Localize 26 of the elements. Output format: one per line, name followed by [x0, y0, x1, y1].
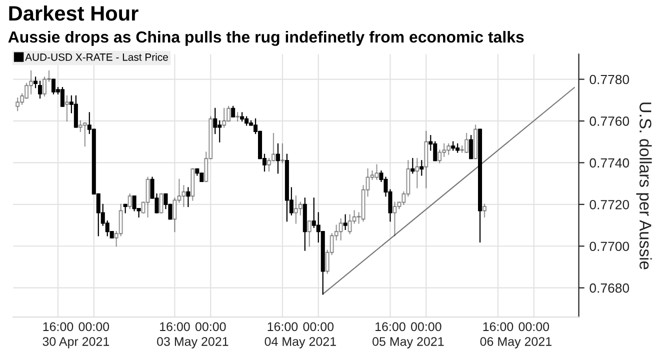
y-tick-label: 0.7760: [590, 116, 630, 126]
text: 04 May 2021: [264, 337, 336, 348]
x-tick-label: 16:00: [376, 322, 406, 332]
x-tick-label: 16:00: [483, 322, 514, 332]
chart-title: Darkest Hour: [9, 5, 138, 21]
x-tick-label: 00:00: [78, 322, 110, 332]
y-axis-title: U.S. dollars per Aussie: [636, 102, 652, 270]
text: 03 May 2021: [157, 337, 228, 348]
legend-label: AUD-USD X-RATE - Last Price: [25, 53, 168, 61]
text: 30 Apr 2021: [42, 337, 110, 348]
x-tick-label: 16:00: [43, 322, 74, 332]
y-tick-label: 0.7720: [590, 200, 630, 210]
y-tick-label: 0.7700: [590, 242, 630, 252]
candlestick: [38, 80, 42, 99]
y-tick-label: 0.7780: [590, 74, 630, 84]
x-tick-label: 00:00: [195, 322, 226, 332]
chart-subtitle: Aussie drops as China pulls the rug indefinetly from economic talks: [8, 30, 524, 46]
x-tick-label: 00:00: [518, 322, 550, 332]
x-tick-label: 00:00: [303, 322, 334, 332]
x-tick-label: 00:00: [410, 322, 442, 332]
text: 05 May 2021: [372, 337, 444, 348]
y-tick-label: 0.7740: [590, 158, 630, 168]
text: 06 May 2021: [480, 337, 552, 348]
x-tick-label: 16:00: [160, 322, 190, 332]
y-tick-label: 0.7680: [590, 283, 630, 293]
x-tick-label: 16:00: [268, 322, 298, 332]
